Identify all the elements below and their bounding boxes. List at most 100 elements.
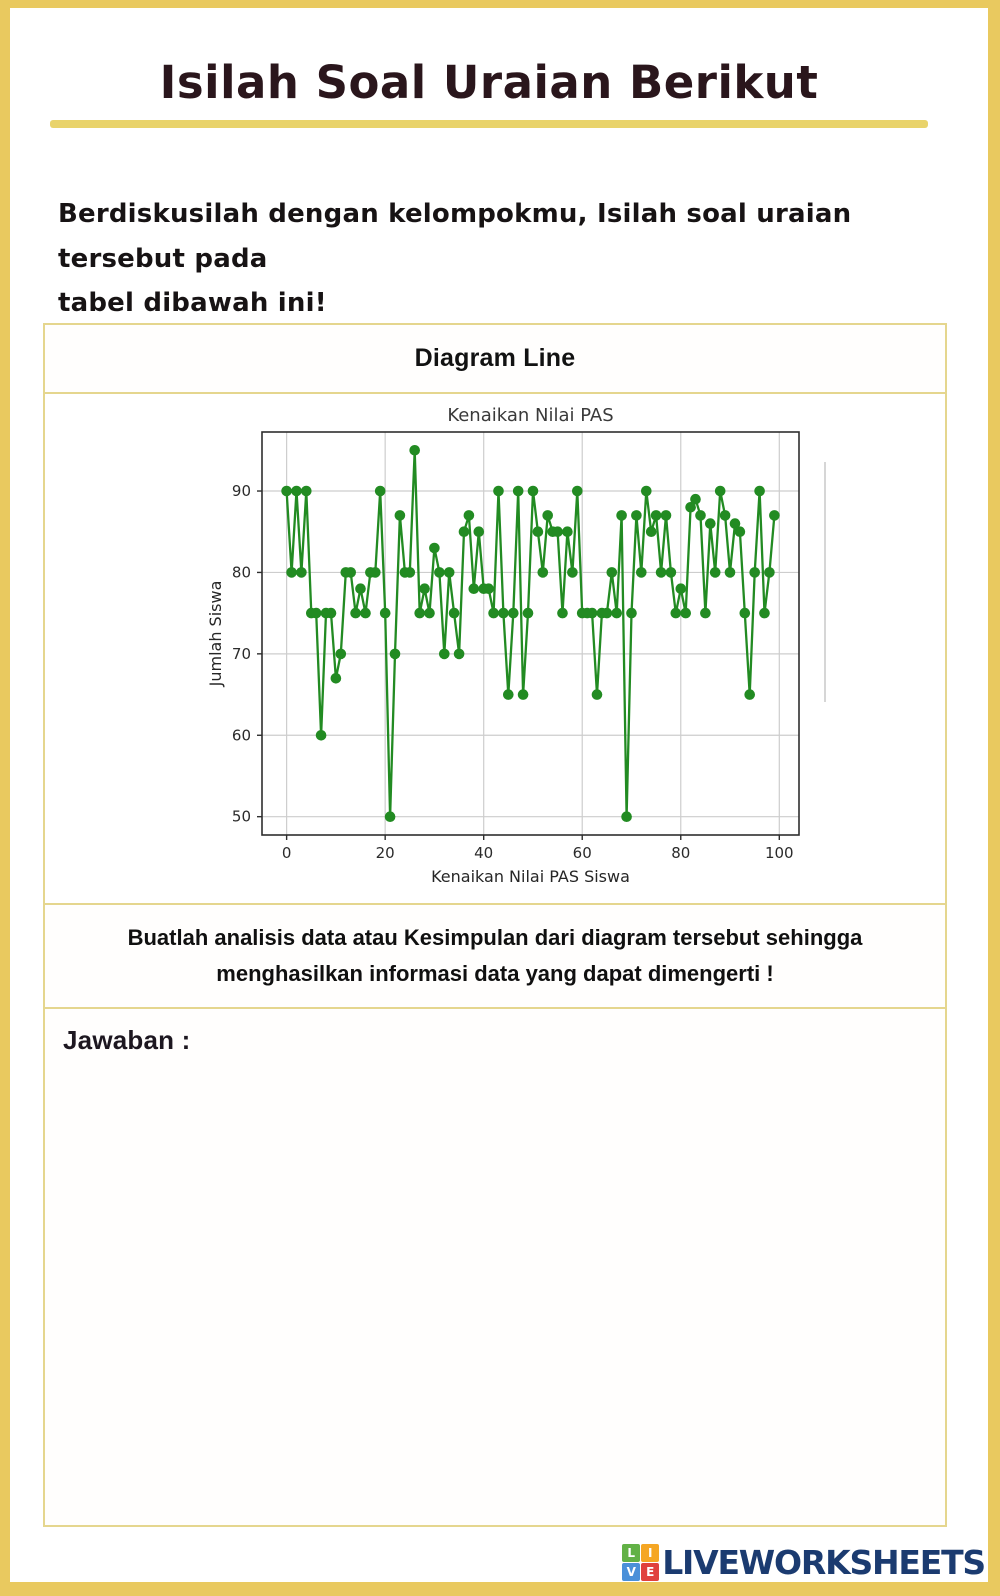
data-point bbox=[414, 607, 426, 619]
data-point bbox=[591, 689, 603, 700]
data-point bbox=[330, 673, 342, 684]
plot-border bbox=[261, 431, 800, 836]
diagram-line-header: Diagram Line bbox=[45, 325, 945, 394]
data-point bbox=[744, 689, 755, 700]
data-point bbox=[325, 607, 337, 619]
data-point bbox=[685, 502, 696, 513]
data-point bbox=[606, 567, 618, 578]
data-point bbox=[419, 583, 430, 594]
data-point bbox=[739, 607, 751, 619]
data-point bbox=[522, 607, 534, 619]
x-tick-label: 60 bbox=[573, 844, 592, 862]
data-point bbox=[621, 811, 632, 822]
data-point bbox=[384, 811, 396, 822]
data-point bbox=[665, 567, 677, 578]
data-point bbox=[439, 648, 450, 660]
data-point bbox=[616, 510, 627, 521]
x-tick-label: 40 bbox=[474, 844, 493, 862]
data-point bbox=[759, 607, 770, 619]
answer-label: Jawaban : bbox=[63, 1025, 191, 1055]
logo-square-i: I bbox=[641, 1544, 660, 1562]
data-point bbox=[458, 526, 470, 537]
data-point bbox=[527, 485, 539, 497]
logo-square-e: E bbox=[641, 1563, 660, 1581]
data-point bbox=[508, 607, 519, 619]
data-point bbox=[749, 567, 760, 578]
data-point bbox=[719, 510, 731, 521]
page-frame-bottom bbox=[0, 1582, 1000, 1596]
data-point bbox=[483, 583, 494, 594]
y-axis-label: Jumlah Siswa bbox=[206, 581, 225, 688]
data-point bbox=[370, 567, 381, 578]
page-frame-top bbox=[0, 0, 1000, 8]
x-tick-label: 0 bbox=[282, 844, 292, 862]
data-point bbox=[301, 485, 312, 497]
data-point bbox=[448, 607, 460, 619]
data-point bbox=[680, 607, 691, 619]
data-point bbox=[709, 567, 721, 578]
x-tick-label: 100 bbox=[765, 844, 794, 862]
instruction-line-2: tabel dibawah ini! bbox=[58, 288, 327, 319]
data-point bbox=[345, 567, 357, 578]
data-point bbox=[557, 607, 568, 619]
data-point bbox=[434, 567, 445, 578]
data-point bbox=[291, 485, 302, 497]
title-underline bbox=[50, 120, 928, 128]
data-point bbox=[562, 526, 573, 537]
x-axis-label: Kenaikan Nilai PAS Siswa bbox=[431, 867, 630, 886]
data-point bbox=[429, 542, 440, 554]
data-point bbox=[503, 689, 514, 700]
analysis-prompt-line-1: Buatlah analisis data atau Kesimpulan da… bbox=[127, 925, 863, 951]
data-point bbox=[404, 567, 416, 578]
page-frame-right bbox=[988, 0, 1000, 1596]
data-point bbox=[473, 526, 485, 537]
data-point bbox=[409, 445, 421, 456]
data-point bbox=[754, 485, 765, 497]
data-point bbox=[626, 607, 637, 619]
data-point bbox=[670, 607, 682, 619]
page-frame-left bbox=[0, 0, 10, 1596]
logo-square-l: L bbox=[622, 1544, 641, 1562]
y-tick-label: 50 bbox=[232, 808, 251, 826]
data-point bbox=[769, 510, 780, 521]
answer-section: Jawaban : bbox=[45, 1009, 945, 1523]
y-tick-label: 60 bbox=[232, 726, 251, 744]
data-point bbox=[493, 485, 504, 497]
y-tick-label: 70 bbox=[232, 645, 251, 663]
data-point bbox=[463, 510, 475, 521]
data-point bbox=[542, 510, 553, 521]
data-point bbox=[690, 493, 701, 505]
data-point bbox=[394, 510, 406, 521]
data-point bbox=[700, 607, 711, 619]
page-title: Isilah Soal Uraian Berikut bbox=[159, 56, 819, 109]
data-point bbox=[636, 567, 647, 578]
data-point bbox=[443, 567, 455, 578]
data-point bbox=[650, 510, 662, 521]
brand-text: LIVEWORKSHEETS bbox=[662, 1543, 986, 1582]
data-point bbox=[660, 510, 672, 521]
data-point bbox=[453, 648, 465, 660]
data-point bbox=[355, 583, 366, 594]
data-point bbox=[645, 526, 657, 537]
data-point bbox=[631, 510, 642, 521]
x-tick-label: 80 bbox=[671, 844, 690, 862]
data-point bbox=[714, 485, 726, 497]
data-point bbox=[315, 730, 327, 741]
data-point bbox=[389, 648, 401, 660]
worksheet-box: Diagram Line 0 20 40 60 80 100 50 60 70 80 90 Kenai… bbox=[43, 323, 947, 1527]
answer-input-area[interactable] bbox=[63, 1056, 927, 1496]
data-point bbox=[675, 583, 687, 594]
data-point bbox=[488, 607, 499, 619]
data-point bbox=[552, 526, 563, 537]
data-point bbox=[695, 510, 706, 521]
data-point bbox=[729, 518, 741, 529]
line-chart-svg: 0 20 40 60 80 100 50 60 70 80 90 Kenaikan Nilai PAS… bbox=[206, 405, 826, 886]
logo-square-v: V bbox=[622, 1563, 641, 1581]
data-point bbox=[764, 567, 775, 578]
data-point bbox=[705, 518, 716, 529]
analysis-prompt: Buatlah analisis data atau Kesimpulan da… bbox=[45, 905, 945, 1009]
data-point bbox=[572, 485, 583, 497]
data-point bbox=[655, 567, 667, 578]
data-point bbox=[379, 607, 391, 619]
data-point bbox=[350, 607, 361, 619]
